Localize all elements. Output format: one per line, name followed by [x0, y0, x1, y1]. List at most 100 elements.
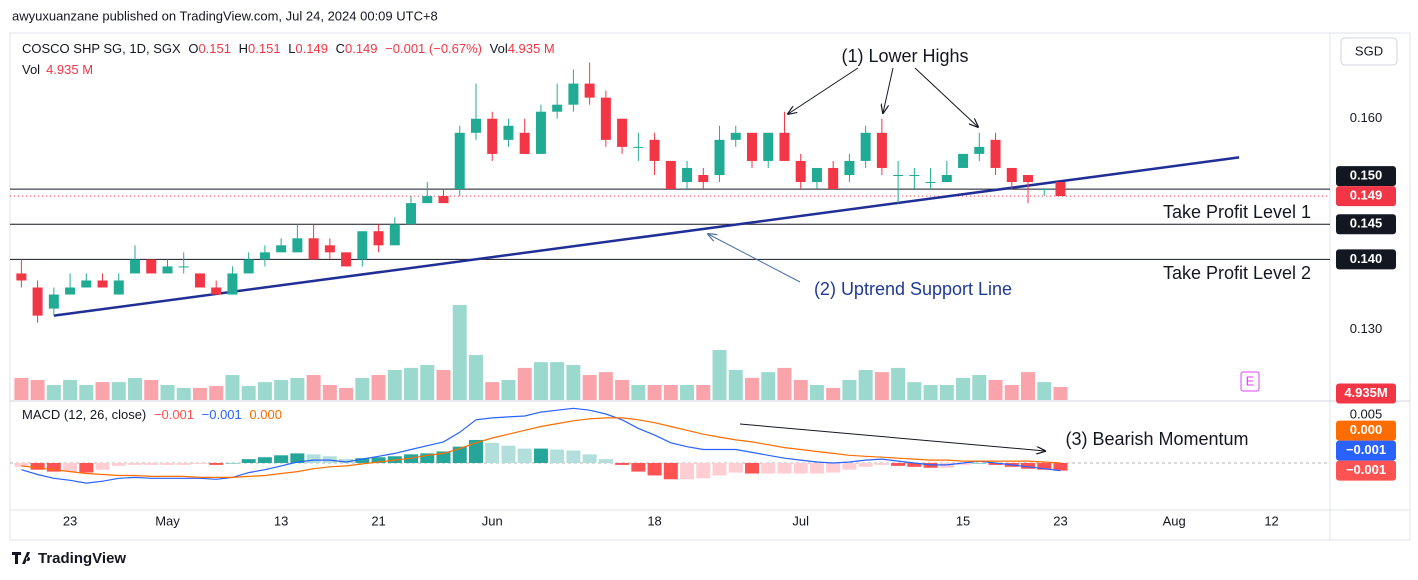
candle-body [389, 224, 400, 246]
volume-bar [371, 375, 386, 400]
event-marker-label[interactable]: E [1246, 373, 1255, 388]
event-marker[interactable] [1240, 371, 1260, 392]
volume-bar [972, 375, 987, 400]
volume-bar [826, 387, 841, 400]
candle-body [503, 125, 514, 140]
volume-bar [128, 377, 143, 400]
x-tick-label: 23 [1053, 513, 1067, 528]
annotation-arrow [788, 67, 859, 114]
candle-body [48, 294, 59, 309]
annotation-arrow [914, 67, 978, 127]
histogram-bar [826, 462, 841, 473]
ohlc-key: H [239, 41, 248, 56]
volume-bar [696, 385, 711, 400]
volume-bar [712, 350, 727, 400]
volume-bar [95, 382, 110, 400]
volume-bar [209, 386, 224, 400]
volume-bar [988, 380, 1003, 400]
vol-key: Vol [22, 62, 40, 77]
histogram-bar [777, 462, 792, 474]
candle-body [324, 245, 335, 253]
legend-header: COSCO SHP SG, 1D, SGX O0.151 H0.151 L0.1… [22, 41, 555, 56]
annotation-arrow [708, 234, 801, 283]
candle-body [633, 146, 644, 148]
histogram-bar [842, 462, 857, 470]
histogram-bar [712, 462, 727, 476]
logo-icon [12, 552, 31, 564]
histogram-bar [468, 439, 483, 463]
axis-label: 0.145 [1350, 216, 1383, 231]
volume-bar [111, 382, 126, 400]
candle-body [422, 196, 433, 204]
candle-body [682, 167, 693, 183]
volume-bar [225, 375, 240, 400]
candle-body [763, 132, 774, 161]
x-tick-label: 18 [647, 513, 661, 528]
histogram-bar [485, 442, 500, 463]
macd-value: −0.001 [202, 407, 242, 422]
volume-bar [647, 385, 662, 400]
histogram-bar [744, 462, 759, 474]
volume-bar [241, 386, 256, 400]
volume-bar [46, 385, 61, 400]
volume-bar [290, 377, 305, 400]
histogram-bar [907, 462, 922, 467]
volume-bar [452, 305, 467, 400]
volume-bar [842, 380, 857, 400]
currency[interactable]: SGD [1355, 43, 1383, 58]
volume-bar [939, 385, 954, 400]
x-tick-label: 15 [956, 513, 970, 528]
histogram-bar [809, 462, 824, 474]
candle-body [438, 196, 449, 204]
volume-bar [420, 365, 435, 400]
vol-value: 4.935 M [508, 41, 555, 56]
candle-body [130, 259, 141, 274]
candle-body [1006, 167, 1017, 183]
volume-bar [907, 382, 922, 400]
volume-bar [680, 385, 695, 400]
signal-value: 0.000 [249, 407, 282, 422]
volume-bar [30, 380, 45, 400]
candle-body [535, 111, 546, 154]
volume-bar [144, 380, 159, 400]
histogram-bar [306, 454, 321, 463]
histogram-bar [647, 462, 662, 476]
annotation: (3) Bearish Momentum [1065, 429, 1248, 449]
histogram-bar [225, 462, 240, 464]
volume-bar [1053, 387, 1068, 400]
volume-bar [631, 385, 646, 400]
publisher: awyuxuanzane published on TradingView.co… [12, 8, 438, 23]
histogram-bar [550, 449, 565, 463]
candle-body [194, 273, 205, 288]
histogram-bar [63, 462, 78, 472]
histogram-bar [111, 462, 126, 466]
histogram-bar [30, 462, 45, 470]
candle-body [990, 139, 1001, 168]
macd-legend: MACD (12, 26, close) −0.001 −0.001 0.000 [22, 407, 282, 422]
candle-body [876, 132, 887, 168]
histogram-bar [46, 462, 61, 472]
ohlc-key: O [188, 41, 198, 56]
x-tick-label: 12 [1264, 513, 1278, 528]
x-tick-label: Jun [482, 513, 503, 528]
histogram-bar [891, 462, 906, 466]
x-tick-label: Aug [1163, 513, 1186, 528]
currency-button[interactable] [1340, 37, 1398, 66]
histogram-bar [160, 462, 175, 465]
candle-body [146, 259, 157, 274]
candle-body [81, 280, 92, 288]
volume-bar [809, 385, 824, 400]
volume-bar [1037, 382, 1052, 400]
histogram-bar [274, 455, 289, 463]
candle-body [243, 259, 254, 274]
candle-body [665, 160, 676, 190]
histogram-bar [793, 462, 808, 474]
annotation: Take Profit Level 2 [1163, 263, 1311, 283]
histogram-bar [956, 462, 971, 465]
candle-body [211, 287, 222, 295]
candle-body [292, 238, 303, 253]
x-tick-label: 23 [63, 513, 77, 528]
annotation: Take Profit Level 1 [1163, 202, 1311, 222]
ohlc-value: 0.149 [295, 41, 328, 56]
